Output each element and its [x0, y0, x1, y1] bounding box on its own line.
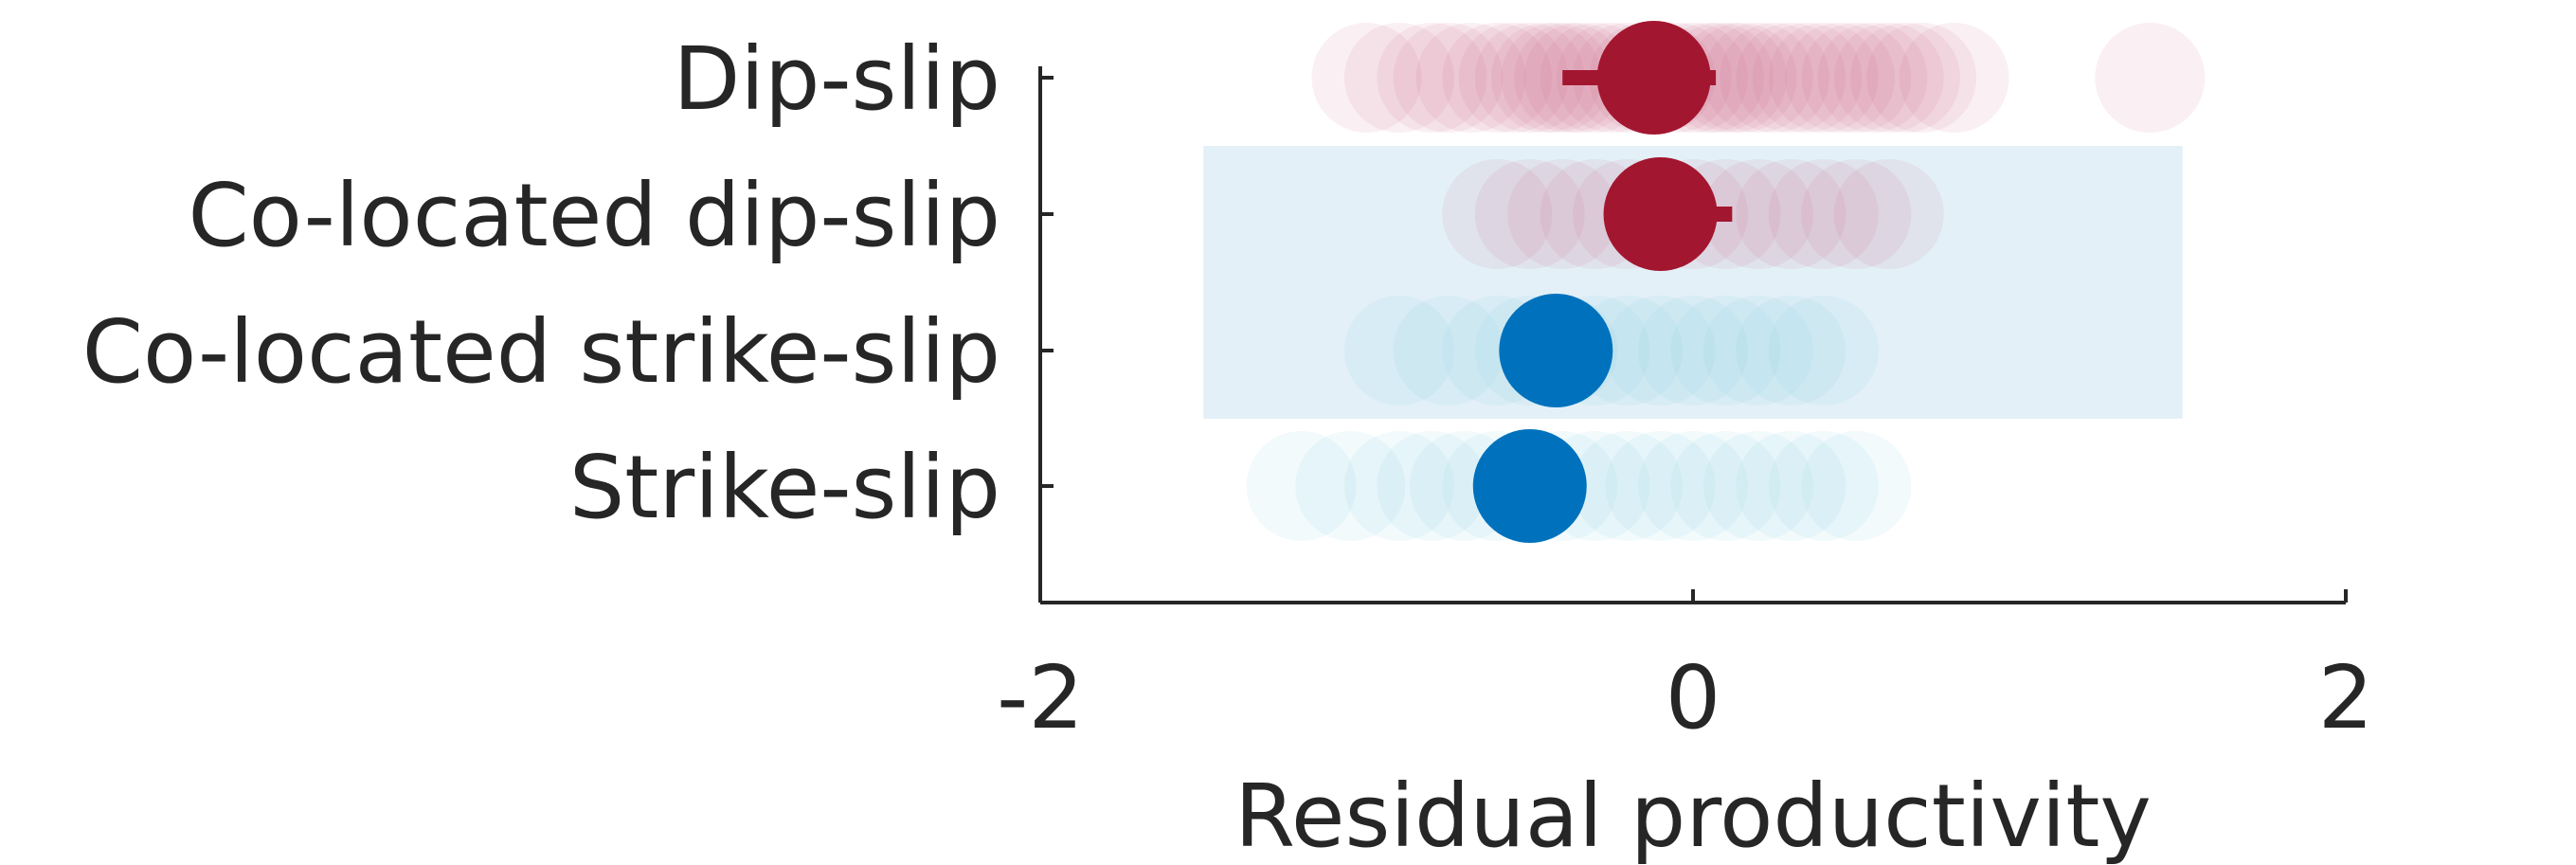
data-point: [1393, 23, 1504, 133]
data-point: [1768, 296, 1879, 405]
data-point: [1752, 23, 1863, 133]
data-point: [1295, 431, 1406, 541]
data-point: [1442, 159, 1553, 269]
mean-marker: [1603, 157, 1718, 271]
data-point: [1474, 159, 1585, 269]
data-point: [1343, 23, 1454, 133]
data-point: [1720, 23, 1830, 133]
data-point: [1899, 23, 2009, 133]
data-point: [1817, 23, 1928, 133]
x-axis-label: Residual productivity: [1234, 766, 2152, 865]
data-point: [1638, 431, 1748, 541]
data-point: [1490, 23, 1601, 133]
data-point: [1501, 23, 1612, 133]
data-point: [1677, 23, 1788, 133]
data-point: [1702, 23, 1813, 133]
data-point: [1736, 23, 1846, 133]
data-point: [1377, 431, 1487, 541]
data-point: [1638, 296, 1748, 405]
tick-layer: -2 0 2: [997, 76, 2374, 748]
x-tick-label: 0: [1666, 647, 1721, 748]
data-point: [1736, 159, 1846, 269]
category-label: Co-located dip-slip: [188, 165, 1000, 266]
data-point: [1702, 296, 1813, 405]
data-point: [1768, 431, 1879, 541]
data-point: [1768, 159, 1879, 269]
mean-marker: [1596, 21, 1711, 135]
mean-marker: [1472, 429, 1587, 543]
data-point: [2095, 23, 2206, 133]
data-point: [1833, 159, 1944, 269]
data-point: [1605, 431, 1716, 541]
data-point: [1442, 23, 1553, 133]
data-point: [1702, 431, 1813, 541]
data-point: [1377, 23, 1487, 133]
x-tick-label: 2: [2318, 647, 2374, 748]
data-point: [1605, 296, 1716, 405]
data-point: [1768, 23, 1879, 133]
data-point: [1702, 159, 1813, 269]
data-point: [1573, 431, 1684, 541]
data-point: [1670, 296, 1781, 405]
data-point: [1866, 23, 1977, 133]
data-point: [1686, 23, 1797, 133]
data-point: [1311, 23, 1422, 133]
data-point: [1670, 431, 1781, 541]
category-labels-layer: Dip-slip Co-located dip-slip Co-located st…: [82, 28, 1000, 538]
data-point: [1849, 23, 1960, 133]
data-point: [1415, 23, 1526, 133]
data-point: [1736, 431, 1846, 541]
data-point: [1736, 296, 1846, 405]
category-label: Co-located strike-slip: [82, 301, 1000, 403]
data-point: [1343, 296, 1454, 405]
mean-marker: [1499, 294, 1613, 407]
category-label: Strike-slip: [569, 437, 1000, 538]
data-point: [1246, 431, 1357, 541]
data-point: [1801, 23, 1912, 133]
data-point: [1393, 296, 1504, 405]
data-point: [1458, 23, 1569, 133]
x-tick-label: -2: [997, 647, 1084, 748]
mean-markers-layer: [1472, 21, 1733, 543]
data-point: [1801, 159, 1912, 269]
data-point: [1833, 23, 1944, 133]
data-point: [1785, 23, 1896, 133]
data-point: [1801, 431, 1912, 541]
data-point: [1507, 159, 1618, 269]
category-label: Dip-slip: [674, 28, 1000, 130]
data-point: [1474, 23, 1585, 133]
data-point: [1343, 431, 1454, 541]
